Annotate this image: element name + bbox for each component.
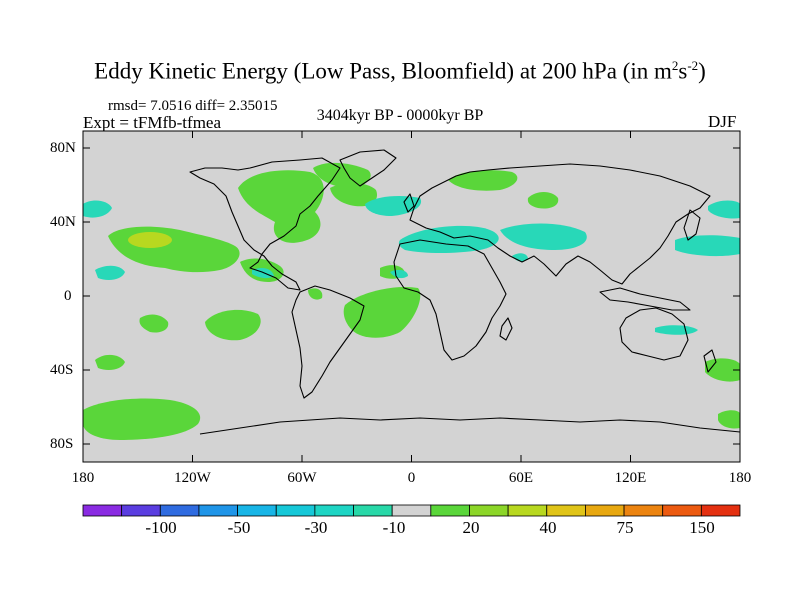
colorbar-swatch-5 (275, 504, 316, 517)
patch-greenland (313, 162, 371, 188)
colorbar-swatch-10 (469, 504, 509, 517)
lat-label-80s: 80S (50, 436, 74, 452)
lon-label-60e: 60E (508, 470, 534, 486)
patch-south-pacific-a (205, 309, 261, 341)
colorbar-label-minus30: -30 (304, 518, 328, 537)
period-label: 3404kyr BP - 0000kyr BP (316, 107, 484, 124)
lat-label-40s: 40S (50, 362, 74, 378)
coastlines (189, 149, 741, 435)
colorbar-swatch-0 (82, 504, 123, 517)
lat-label-0: 0 (64, 288, 72, 304)
core-north-pacific (128, 232, 172, 248)
lon-label-180e: 180 (728, 470, 752, 486)
colorbar-swatch-6 (314, 504, 354, 517)
lon-label-120e: 120E (614, 470, 647, 486)
patch-south-pacific-b (139, 314, 169, 333)
colorbar-label-75: 75 (616, 518, 634, 537)
positive-anomalies (83, 162, 740, 440)
colorbar-swatch-1 (121, 504, 161, 517)
positive-cores (128, 232, 172, 248)
coast-madagascar (499, 317, 513, 341)
neg-mediterranean (398, 225, 499, 253)
coast-uk (403, 193, 415, 213)
colorbar-swatch-13 (585, 504, 625, 517)
patch-north-atlantic (330, 182, 378, 207)
patch-central-asia (527, 192, 559, 209)
coast-australia (619, 307, 689, 361)
colorbar-label-40: 40 (539, 518, 557, 537)
lat-label-40n: 40N (50, 214, 76, 230)
negative-anomalies (83, 196, 740, 335)
colorbar-swatch-15 (662, 504, 702, 517)
colorbar-label-minus100: -100 (145, 518, 177, 537)
lat-label-80n: 80N (50, 140, 76, 156)
coast-greenland (339, 149, 397, 187)
colorbar-swatch-9 (430, 504, 470, 517)
coast-japan (683, 209, 701, 241)
patch-southern-ocean (83, 398, 201, 440)
coast-indonesia (599, 287, 691, 311)
neg-east-asia (675, 235, 740, 257)
neg-middle-east (500, 223, 587, 250)
patch-australia-east (718, 410, 740, 429)
neg-north-pacific-east (708, 200, 740, 219)
colorbar-swatch-2 (159, 504, 200, 517)
colorbar-swatch-11 (507, 504, 548, 517)
plot-title: Eddy Kinetic Energy (Low Pass, Bloomfiel… (94, 58, 706, 84)
colorbar-swatch-16 (700, 504, 741, 517)
coast-antarctica (199, 417, 741, 435)
colorbar (82, 504, 741, 517)
lon-label-60w: 60W (287, 470, 317, 486)
patch-tropical-atlantic (343, 286, 421, 338)
colorbar-swatch-14 (623, 504, 664, 517)
colorbar-label-minus50: -50 (227, 518, 251, 537)
colorbar-label-20: 20 (462, 518, 480, 537)
patch-north-america (238, 170, 324, 243)
colorbar-swatch-3 (198, 504, 238, 517)
neg-pacific-subtropics (95, 265, 125, 280)
lon-label-0: 0 (407, 470, 416, 486)
patch-south-pacific-c (95, 354, 125, 370)
patch-eurasia-north (448, 170, 518, 191)
experiment-label: Expt = tFMfb-tfmea (83, 113, 222, 132)
lon-label-180w: 180 (71, 470, 95, 486)
lon-label-120w: 120W (174, 470, 211, 486)
neg-north-pacific-west (83, 200, 112, 218)
colorbar-label-minus10: -10 (382, 518, 406, 537)
coast-europe (409, 163, 711, 285)
stats-text: rmsd= 7.0516 diff= 2.35015 (108, 98, 278, 114)
neg-southern-indian (655, 325, 698, 335)
colorbar-label-150: 150 (689, 518, 715, 537)
patch-amazon (308, 288, 323, 300)
coast-south-america (291, 285, 365, 399)
colorbar-swatch-8 (391, 504, 432, 517)
colorbar-swatch-7 (353, 504, 393, 517)
neg-mid-atlantic (390, 269, 408, 279)
colorbar-swatch-12 (546, 504, 586, 517)
colorbar-swatch-4 (237, 504, 277, 517)
coast-new-zealand (703, 349, 717, 373)
lat-ticks (83, 147, 740, 445)
season-label: DJF (708, 112, 737, 131)
coast-north-america (189, 157, 341, 291)
coast-africa (393, 239, 507, 361)
lon-ticks (82, 131, 741, 462)
